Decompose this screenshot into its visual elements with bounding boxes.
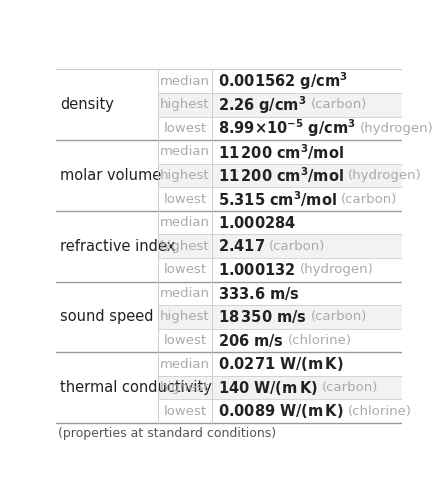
Text: $\mathbf{5.315\ cm^3/mol}$: $\mathbf{5.315\ cm^3/mol}$: [218, 189, 337, 209]
Bar: [56, 352, 158, 376]
Bar: [158, 187, 212, 211]
Text: lowest: lowest: [163, 193, 207, 206]
Text: (carbon): (carbon): [322, 381, 378, 394]
Text: highest: highest: [160, 310, 210, 323]
Bar: [56, 140, 158, 164]
Bar: [56, 281, 158, 305]
Text: lowest: lowest: [163, 405, 207, 418]
Bar: [158, 329, 212, 352]
Bar: [212, 352, 402, 376]
Text: $\mathbf{0.0271\ W/(m\,K)}$: $\mathbf{0.0271\ W/(m\,K)}$: [218, 355, 344, 373]
Text: (hydrogen): (hydrogen): [299, 263, 373, 276]
Bar: [212, 258, 402, 281]
Text: molar volume: molar volume: [60, 168, 161, 183]
Bar: [158, 399, 212, 423]
Text: $\mathbf{206\ m/s}$: $\mathbf{206\ m/s}$: [218, 332, 284, 349]
Text: $\mathbf{333.6\ m/s}$: $\mathbf{333.6\ m/s}$: [218, 285, 299, 302]
Text: $\mathbf{8.99{\times}10^{-5}\ g/cm^3}$: $\mathbf{8.99{\times}10^{-5}\ g/cm^3}$: [218, 118, 356, 139]
Bar: [212, 281, 402, 305]
Text: highest: highest: [160, 169, 210, 182]
Bar: [212, 376, 402, 399]
Text: $\mathbf{0.001562\ g/cm^3}$: $\mathbf{0.001562\ g/cm^3}$: [218, 70, 348, 92]
Bar: [212, 187, 402, 211]
Bar: [212, 164, 402, 187]
Text: $\mathbf{0.0089\ W/(m\,K)}$: $\mathbf{0.0089\ W/(m\,K)}$: [218, 402, 344, 420]
Text: $\mathbf{2.417}$: $\mathbf{2.417}$: [218, 238, 265, 254]
Text: $\mathbf{11\,200\ cm^3/mol}$: $\mathbf{11\,200\ cm^3/mol}$: [218, 142, 344, 162]
Bar: [212, 140, 402, 164]
Text: $\mathbf{140\ W/(m\,K)}$: $\mathbf{140\ W/(m\,K)}$: [218, 379, 318, 397]
Bar: [212, 399, 402, 423]
Bar: [158, 69, 212, 93]
Bar: [56, 187, 158, 211]
Bar: [56, 329, 158, 352]
Bar: [212, 211, 402, 235]
Text: $\mathbf{1.000284}$: $\mathbf{1.000284}$: [218, 215, 296, 231]
Bar: [56, 258, 158, 281]
Bar: [158, 93, 212, 117]
Text: median: median: [160, 216, 210, 229]
Text: thermal conductivity: thermal conductivity: [60, 380, 212, 395]
Text: $\mathbf{1.000132}$: $\mathbf{1.000132}$: [218, 262, 295, 278]
Text: highest: highest: [160, 98, 210, 111]
Text: (chlorine): (chlorine): [288, 334, 352, 347]
Bar: [158, 376, 212, 399]
Text: median: median: [160, 75, 210, 88]
Text: (hydrogen): (hydrogen): [360, 122, 434, 135]
Text: sound speed: sound speed: [60, 309, 153, 324]
Text: (carbon): (carbon): [341, 193, 397, 206]
Text: highest: highest: [160, 381, 210, 394]
Bar: [158, 164, 212, 187]
Text: highest: highest: [160, 240, 210, 252]
Bar: [56, 69, 158, 93]
Bar: [212, 305, 402, 329]
Bar: [56, 235, 158, 258]
Text: $\mathbf{18\,350\ m/s}$: $\mathbf{18\,350\ m/s}$: [218, 308, 307, 325]
Bar: [56, 164, 158, 187]
Bar: [56, 211, 158, 235]
Text: $\mathbf{11\,200\ cm^3/mol}$: $\mathbf{11\,200\ cm^3/mol}$: [218, 166, 344, 186]
Text: lowest: lowest: [163, 263, 207, 276]
Bar: [158, 305, 212, 329]
Bar: [56, 93, 158, 117]
Text: (carbon): (carbon): [269, 240, 325, 252]
Text: lowest: lowest: [163, 122, 207, 135]
Text: density: density: [60, 97, 114, 112]
Text: median: median: [160, 358, 210, 371]
Bar: [212, 93, 402, 117]
Text: (chlorine): (chlorine): [348, 405, 412, 418]
Text: (carbon): (carbon): [311, 310, 367, 323]
Bar: [56, 399, 158, 423]
Bar: [158, 117, 212, 140]
Bar: [158, 235, 212, 258]
Bar: [212, 329, 402, 352]
Bar: [212, 117, 402, 140]
Text: refractive index: refractive index: [60, 239, 175, 253]
Bar: [158, 258, 212, 281]
Bar: [158, 352, 212, 376]
Bar: [158, 211, 212, 235]
Bar: [56, 376, 158, 399]
Text: median: median: [160, 146, 210, 159]
Text: median: median: [160, 287, 210, 300]
Text: lowest: lowest: [163, 334, 207, 347]
Bar: [158, 281, 212, 305]
Bar: [56, 305, 158, 329]
Bar: [212, 235, 402, 258]
Bar: [56, 117, 158, 140]
Text: (hydrogen): (hydrogen): [348, 169, 422, 182]
Bar: [212, 69, 402, 93]
Bar: [158, 140, 212, 164]
Text: (properties at standard conditions): (properties at standard conditions): [58, 427, 276, 440]
Text: $\mathbf{2.26\ g/cm^3}$: $\mathbf{2.26\ g/cm^3}$: [218, 94, 306, 116]
Text: (carbon): (carbon): [311, 98, 367, 111]
